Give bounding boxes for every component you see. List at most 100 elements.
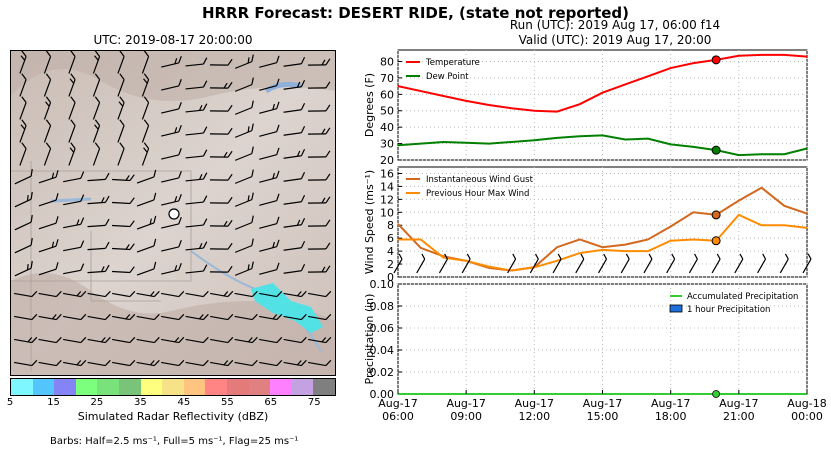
wind-barb-row	[393, 253, 812, 274]
wind-barb	[209, 196, 233, 204]
y-tick-label: 2	[387, 258, 394, 271]
wind-barb	[209, 104, 233, 112]
wind-barb	[161, 194, 182, 206]
colorbar-swatch	[291, 379, 314, 395]
wind-barb	[234, 215, 254, 230]
wind-barb	[68, 119, 76, 143]
wind-barb	[283, 148, 306, 159]
colorbar-swatch	[270, 379, 292, 395]
map-title: UTC: 2019-08-17 20:00:00	[93, 33, 253, 47]
wind-barb	[209, 219, 233, 227]
wind-barb	[161, 290, 185, 298]
wind-barb	[87, 172, 110, 182]
colorbar-swatch	[313, 379, 335, 395]
wind-barb	[19, 51, 27, 74]
wind-barb	[209, 81, 233, 89]
wind-barb	[307, 58, 331, 66]
wind-barb	[14, 237, 33, 254]
wind-barb	[136, 261, 157, 276]
wind-barb	[210, 290, 234, 298]
wind-barb	[209, 127, 233, 135]
wind-barb	[87, 218, 110, 228]
colorbar	[10, 378, 336, 396]
wind-barb	[43, 51, 52, 74]
wind-barb	[234, 359, 258, 367]
wind-barb	[43, 96, 52, 120]
legend-label: 1 hour Precipitation	[687, 305, 770, 315]
wind-barb	[141, 142, 150, 166]
wind-barb	[112, 290, 136, 298]
y-tick-label: 80	[380, 55, 394, 68]
chart-panel-3: 0.00 0.02 0.04 0.06 0.08 0.10 Precipitation (i…	[363, 278, 827, 423]
wind-barb	[734, 253, 744, 274]
wind-barb	[136, 313, 160, 321]
current-marker	[711, 145, 721, 155]
y-tick-label: 4	[387, 245, 394, 258]
wind-barb	[63, 217, 85, 229]
colorbar-swatch	[32, 379, 55, 395]
y-axis-label: Degrees (F)	[363, 73, 376, 137]
wind-barb	[575, 253, 585, 274]
wind-barb	[307, 242, 331, 250]
wind-barb	[620, 253, 630, 274]
wind-barb	[209, 173, 233, 181]
wind-barb	[19, 73, 27, 97]
plot-frame	[397, 283, 808, 395]
wind-barb	[307, 173, 331, 181]
y-tick-label: 50	[380, 105, 394, 118]
x-tick-label: Aug-17	[515, 397, 554, 410]
y-tick-label: 14	[380, 180, 394, 193]
wind-barb	[283, 263, 306, 274]
wind-barb	[117, 73, 125, 97]
wind-barb	[307, 127, 331, 135]
wind-barb	[19, 142, 27, 166]
wind-barb	[92, 96, 101, 120]
wind-barb	[117, 142, 125, 166]
wind-barb	[87, 195, 110, 205]
wind-barb	[161, 240, 182, 252]
chart-panel-1: 20 30 40 50 60 70 80 Degrees (F) Temperature Dew …	[363, 49, 808, 167]
x-tick-label: Aug-17	[719, 397, 758, 410]
wind-barb	[161, 171, 182, 183]
wind-barb	[68, 142, 76, 166]
wind-barb	[63, 171, 85, 183]
colorbar-tick-label: 75	[307, 397, 321, 408]
wind-barb	[38, 290, 62, 298]
wind-barb	[507, 253, 517, 274]
wind-barb	[234, 100, 254, 115]
y-tick-label: 0.10	[370, 278, 395, 291]
wind-barb	[234, 169, 254, 184]
wind-barb	[185, 195, 208, 205]
wind-barb	[259, 262, 280, 275]
wind-barb	[111, 243, 135, 251]
wind-barb	[802, 253, 812, 274]
wind-barb	[666, 253, 676, 274]
wind-barb	[209, 58, 233, 66]
legend-swatch	[669, 304, 683, 313]
wind-barbs	[14, 51, 332, 367]
wind-barb	[136, 336, 160, 344]
wind-barb	[234, 336, 258, 344]
wind-barb	[283, 217, 306, 228]
wind-barb	[112, 359, 136, 367]
barb-legend-note: Barbs: Half=2.5 ms⁻¹, Full=5 ms⁻¹, Flag=…	[50, 436, 299, 447]
wind-barb	[111, 266, 135, 274]
wind-barb	[210, 313, 234, 321]
colorbar-swatch	[140, 379, 163, 395]
wind-barb	[307, 104, 331, 112]
plot-frame	[397, 49, 808, 161]
x-tick-label: Aug-18	[787, 397, 826, 410]
wind-barb	[63, 194, 85, 206]
wind-barb	[259, 124, 280, 137]
wind-barb	[161, 313, 185, 321]
wind-barb	[112, 336, 136, 344]
wind-barb	[185, 57, 208, 67]
wind-barb	[141, 96, 150, 120]
wind-barb	[209, 242, 233, 250]
colorbar-tick-label: 25	[90, 397, 104, 408]
colorbar-label: Simulated Radar Reflectivity (dBZ)	[77, 410, 269, 423]
wind-barb	[136, 215, 157, 230]
wind-barb	[259, 313, 283, 321]
wind-barb	[185, 80, 208, 90]
wind-barb	[87, 264, 110, 274]
